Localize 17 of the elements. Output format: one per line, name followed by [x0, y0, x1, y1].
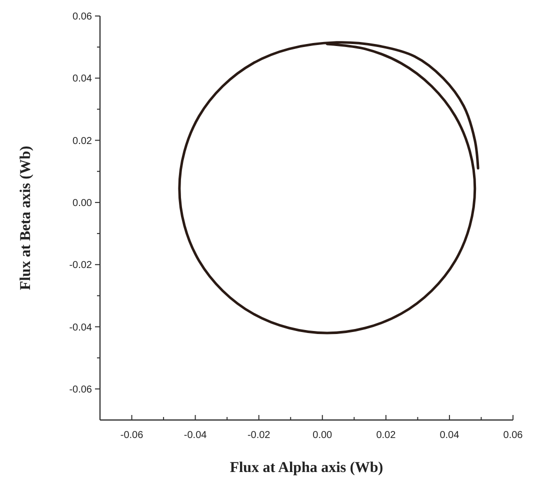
x-tick-label: 0.06	[503, 430, 524, 441]
x-axis-title: Flux at Alpha axis (Wb)	[230, 460, 384, 476]
y-axis-title: Flux at Beta axis (Wb)	[18, 146, 34, 290]
x-tick-label: 0.04	[440, 430, 460, 441]
line-series	[178, 41, 480, 334]
y-tick-label: 0.04	[72, 74, 92, 85]
x-tick-label: -0.06	[120, 430, 144, 441]
x-tick-label: 0.00	[312, 430, 333, 441]
y-tick-label: -0.04	[69, 322, 92, 334]
x-tick-label: -0.04	[184, 430, 208, 441]
y-tick-label: 0.02	[72, 136, 92, 147]
y-tick-label: -0.02	[69, 260, 92, 272]
y-tick-label: -0.06	[69, 384, 92, 396]
x-tick-label: 0.02	[376, 430, 396, 441]
x-tick-label: -0.02	[247, 430, 271, 441]
y-tick-label: 0.06	[72, 12, 92, 22]
y-tick-label: 0.00	[72, 198, 92, 209]
